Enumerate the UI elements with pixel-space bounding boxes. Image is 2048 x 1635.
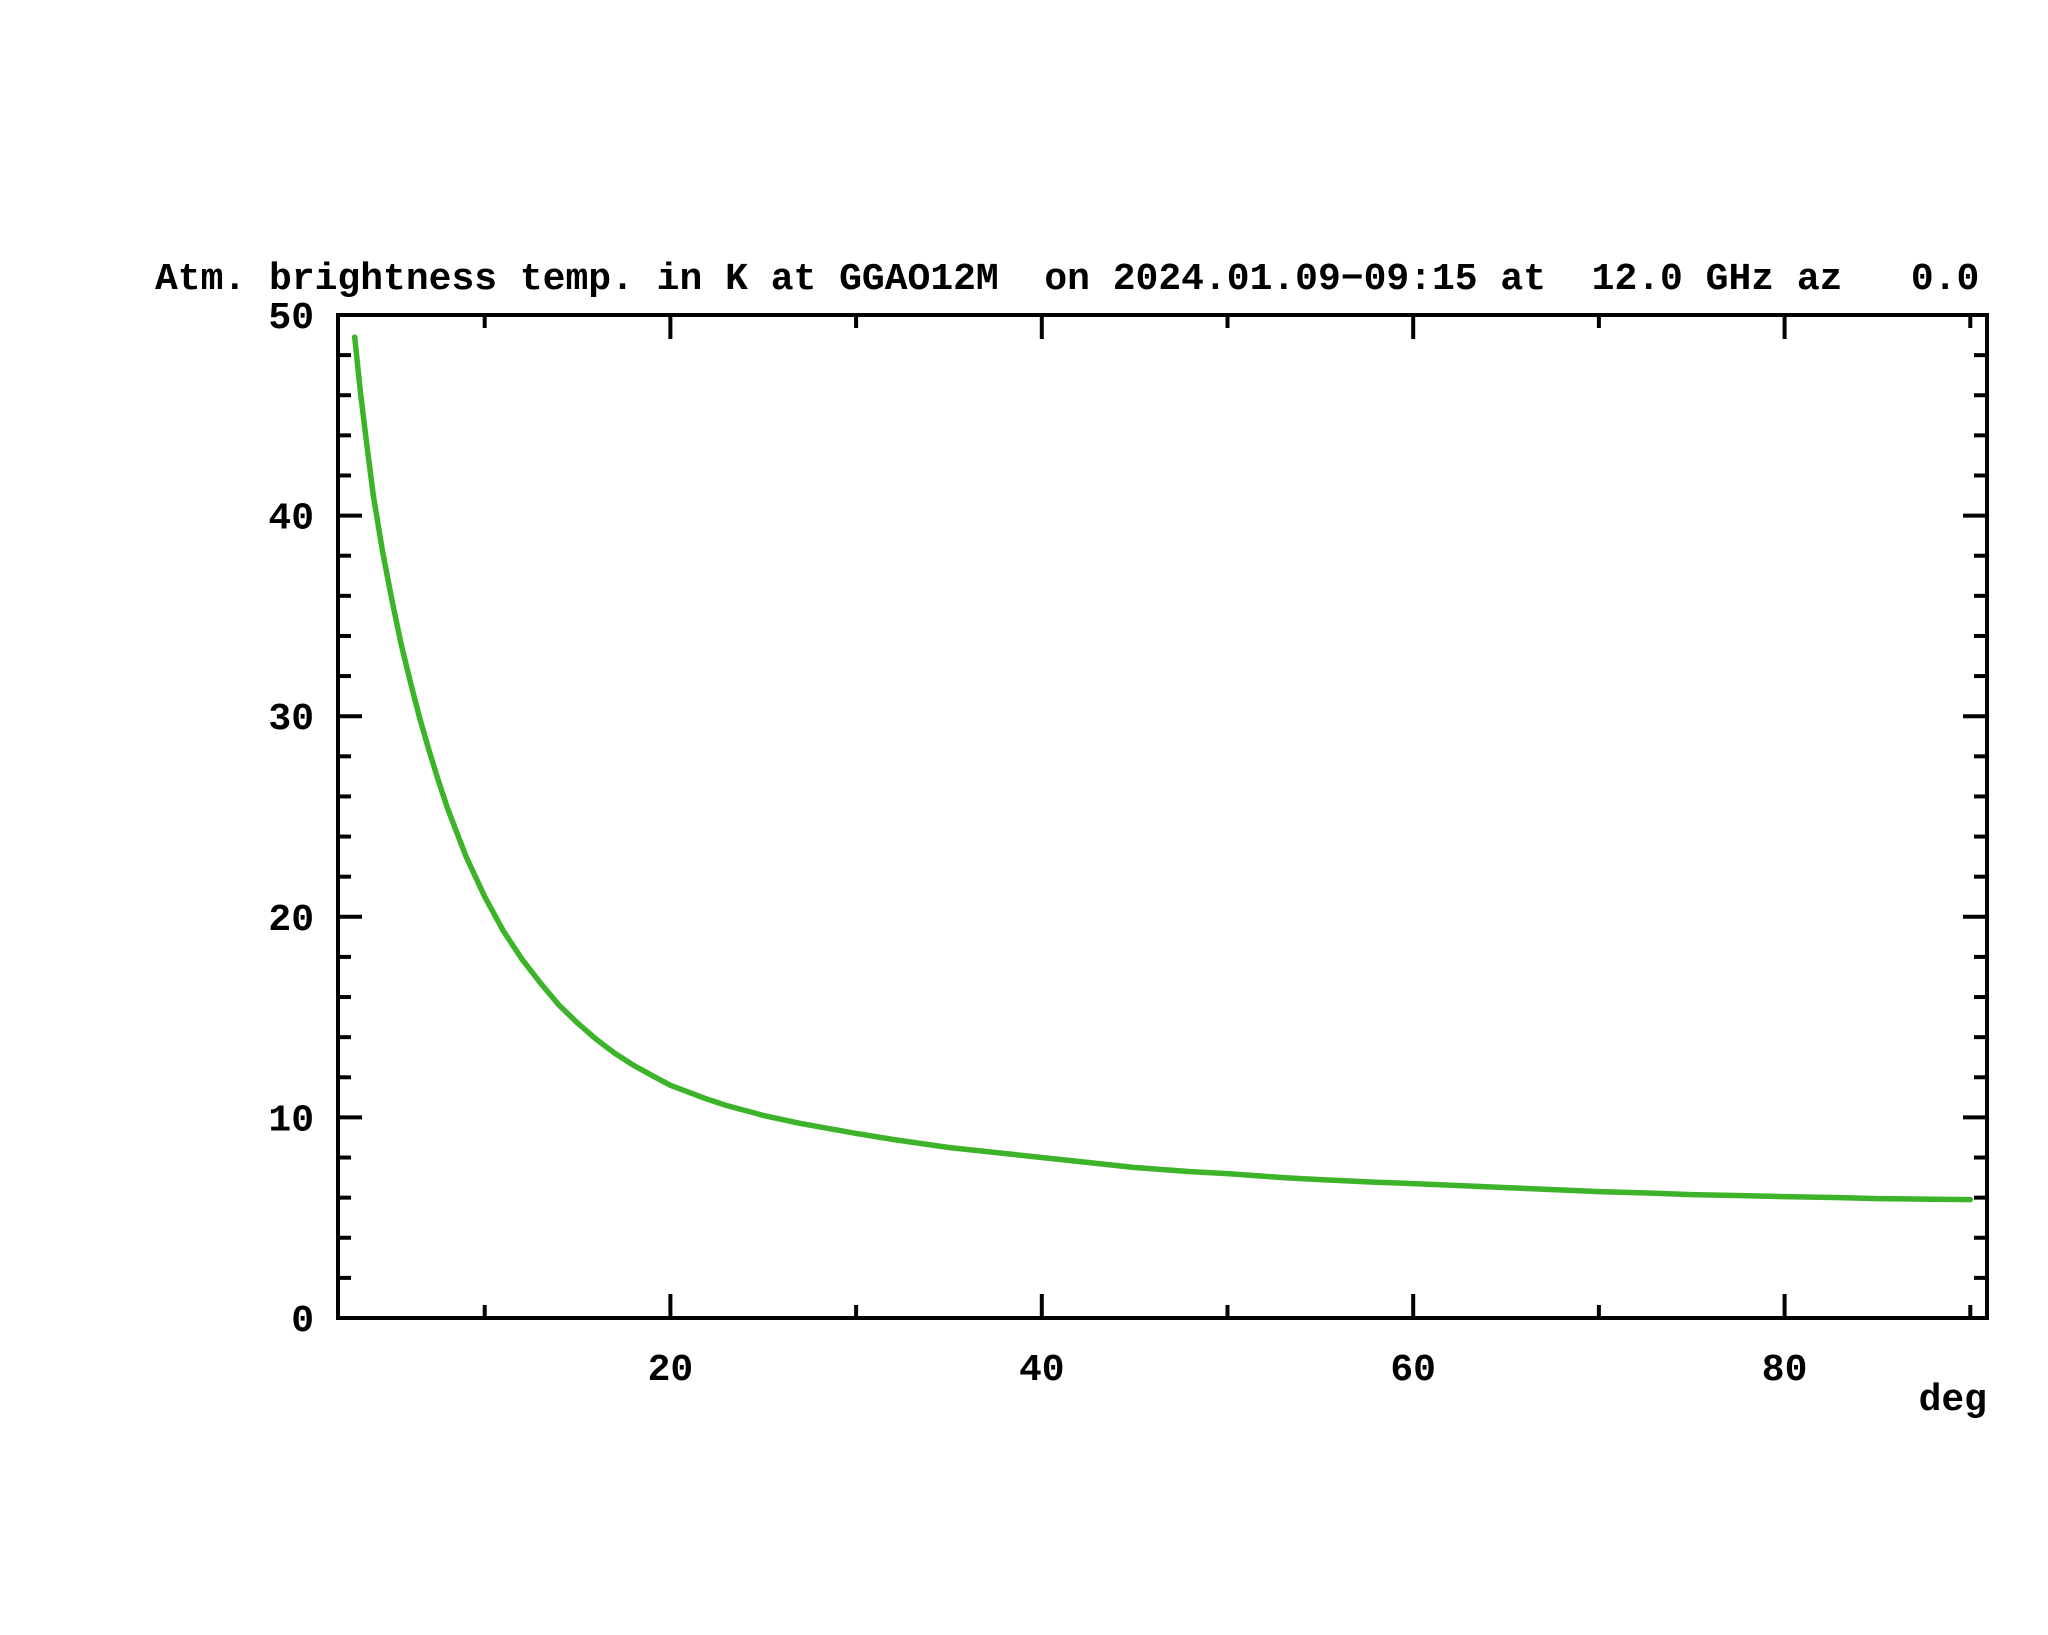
y-tick-label: 50	[268, 297, 314, 340]
axis-ticks	[338, 313, 1987, 1320]
x-tick-label: 60	[1390, 1349, 1436, 1392]
y-tick-label: 20	[268, 899, 314, 942]
x-tick-label: 20	[648, 1349, 694, 1392]
y-tick-label: 40	[268, 498, 314, 541]
y-tick-label: 0	[291, 1300, 314, 1343]
y-tick-labels: 0 10 20 30 40 50	[268, 297, 314, 1343]
x-axis-unit-label: deg	[1919, 1379, 1987, 1422]
x-tick-label: 80	[1762, 1349, 1808, 1392]
temperature-curve	[351, 334, 1974, 1203]
x-tick-labels: 20 40 60 80	[648, 1349, 1808, 1392]
chart-title: Atm. brightness temp. in K at GGAO12M on…	[155, 258, 1979, 301]
y-tick-label: 30	[268, 698, 314, 741]
x-tick-label: 40	[1019, 1349, 1065, 1392]
plot-box	[336, 313, 1989, 1320]
y-tick-label: 10	[268, 1099, 314, 1142]
